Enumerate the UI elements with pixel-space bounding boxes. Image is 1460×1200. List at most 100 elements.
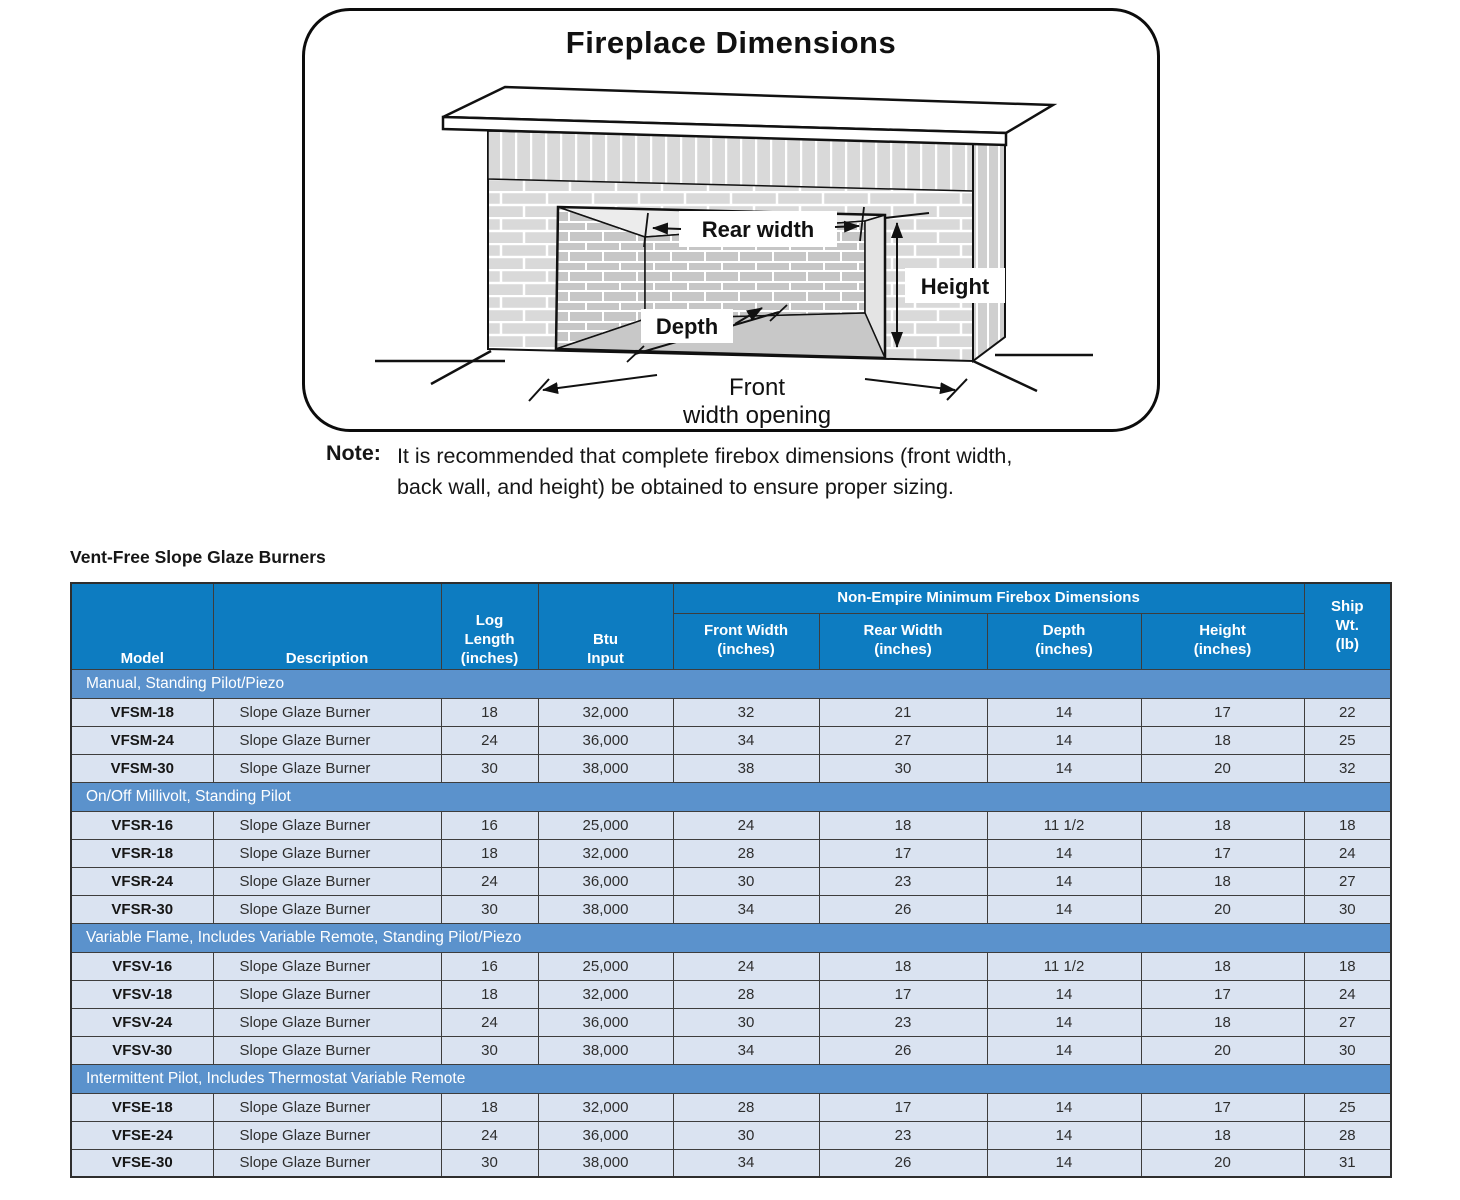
table-row: VFSE-24 Slope Glaze Burner 24 36,000 30 23 14 1… bbox=[70, 1120, 1392, 1150]
cell-description: Slope Glaze Burner bbox=[212, 838, 442, 868]
cell-rear-width: 23 bbox=[818, 866, 988, 896]
cell-log-length: 24 bbox=[440, 1007, 539, 1037]
cell-ship-wt: 24 bbox=[1303, 838, 1392, 868]
table-row: VFSV-30 Slope Glaze Burner 30 38,000 34 26 14 2… bbox=[70, 1035, 1392, 1065]
table-row: VFSR-30 Slope Glaze Burner 30 38,000 34 26 14 2… bbox=[70, 894, 1392, 924]
section-label: Variable Flame, Includes Variable Remote… bbox=[70, 922, 1392, 953]
front-width-tick-right bbox=[946, 378, 968, 401]
cell-height: 20 bbox=[1140, 894, 1305, 924]
cell-model: VFSV-16 bbox=[70, 951, 214, 981]
cell-depth: 14 bbox=[986, 753, 1142, 783]
hearth-edge-lines bbox=[430, 349, 1038, 393]
cell-rear-width: 21 bbox=[818, 697, 988, 727]
cell-depth: 14 bbox=[986, 1092, 1142, 1122]
cell-ship-wt: 18 bbox=[1303, 951, 1392, 981]
cell-btu-input: 32,000 bbox=[537, 838, 674, 868]
cell-rear-width: 26 bbox=[818, 1035, 988, 1065]
cell-description: Slope Glaze Burner bbox=[212, 1148, 442, 1178]
section-row: Intermittent Pilot, Includes Thermostat … bbox=[70, 1063, 1392, 1094]
note-label: Note: bbox=[326, 441, 381, 465]
cell-depth: 11 1/2 bbox=[986, 951, 1142, 981]
cell-model: VFSE-18 bbox=[70, 1092, 214, 1122]
cell-model: VFSE-30 bbox=[70, 1148, 214, 1178]
cell-rear-width: 23 bbox=[818, 1007, 988, 1037]
cell-front-width: 34 bbox=[672, 894, 820, 924]
cell-depth: 14 bbox=[986, 1035, 1142, 1065]
cell-log-length: 30 bbox=[440, 1148, 539, 1178]
cell-height: 18 bbox=[1140, 1007, 1305, 1037]
section-label: On/Off Millivolt, Standing Pilot bbox=[70, 781, 1392, 812]
cell-ship-wt: 22 bbox=[1303, 697, 1392, 727]
col-header-height: Height (inches) bbox=[1140, 612, 1305, 670]
cell-rear-width: 27 bbox=[818, 725, 988, 755]
section-label: Intermittent Pilot, Includes Thermostat … bbox=[70, 1063, 1392, 1094]
rear-width-arrow-left bbox=[652, 222, 682, 235]
cell-btu-input: 38,000 bbox=[537, 1148, 674, 1178]
cell-ship-wt: 30 bbox=[1303, 1035, 1392, 1065]
cell-ship-wt: 25 bbox=[1303, 725, 1392, 755]
col-header-ship-wt: Ship Wt. (lb) bbox=[1303, 582, 1392, 670]
col-group-header-firebox-dimensions: Non-Empire Minimum Firebox Dimensions bbox=[672, 582, 1305, 614]
cell-rear-width: 26 bbox=[818, 894, 988, 924]
table-title: Vent-Free Slope Glaze Burners bbox=[70, 547, 326, 567]
cell-description: Slope Glaze Burner bbox=[212, 866, 442, 896]
cell-log-length: 24 bbox=[440, 1120, 539, 1150]
cell-front-width: 24 bbox=[672, 810, 820, 840]
depth-arrow bbox=[734, 307, 763, 325]
cell-ship-wt: 27 bbox=[1303, 1007, 1392, 1037]
mantel-front-edge bbox=[441, 115, 1008, 147]
cell-description: Slope Glaze Burner bbox=[212, 810, 442, 840]
cell-height: 18 bbox=[1140, 725, 1305, 755]
front-width-label-line2: width opening bbox=[682, 402, 831, 429]
cell-ship-wt: 32 bbox=[1303, 753, 1392, 783]
cell-log-length: 16 bbox=[440, 810, 539, 840]
cell-btu-input: 36,000 bbox=[537, 1007, 674, 1037]
ground-line bbox=[375, 353, 1093, 363]
cell-log-length: 18 bbox=[440, 838, 539, 868]
cell-log-length: 16 bbox=[440, 951, 539, 981]
table-row: VFSV-24 Slope Glaze Burner 24 36,000 30 23 14 1… bbox=[70, 1007, 1392, 1037]
cell-depth: 14 bbox=[986, 1120, 1142, 1150]
cell-height: 17 bbox=[1140, 697, 1305, 727]
depth-label: Depth bbox=[656, 314, 718, 339]
cell-btu-input: 36,000 bbox=[537, 1120, 674, 1150]
rear-width-arrow-right bbox=[834, 220, 860, 233]
cell-model: VFSR-18 bbox=[70, 838, 214, 868]
rear-width-label-bg bbox=[679, 211, 837, 247]
cell-depth: 14 bbox=[986, 1007, 1142, 1037]
cell-front-width: 32 bbox=[672, 697, 820, 727]
cell-log-length: 24 bbox=[440, 725, 539, 755]
cell-btu-input: 32,000 bbox=[537, 979, 674, 1009]
cell-ship-wt: 31 bbox=[1303, 1148, 1392, 1178]
height-label: Height bbox=[921, 274, 990, 299]
cell-model: VFSR-16 bbox=[70, 810, 214, 840]
cell-front-width: 30 bbox=[672, 866, 820, 896]
section-label: Manual, Standing Pilot/Piezo bbox=[70, 668, 1392, 699]
cell-depth: 14 bbox=[986, 725, 1142, 755]
cell-description: Slope Glaze Burner bbox=[212, 1007, 442, 1037]
fireplace-right-side bbox=[972, 123, 1006, 363]
cell-description: Slope Glaze Burner bbox=[212, 1035, 442, 1065]
col-header-btu-input: Btu Input bbox=[537, 582, 674, 670]
cell-log-length: 30 bbox=[440, 894, 539, 924]
cell-ship-wt: 28 bbox=[1303, 1120, 1392, 1150]
cell-front-width: 38 bbox=[672, 753, 820, 783]
cell-depth: 14 bbox=[986, 894, 1142, 924]
col-header-model: Model bbox=[70, 582, 214, 670]
cell-description: Slope Glaze Burner bbox=[212, 725, 442, 755]
cell-rear-width: 30 bbox=[818, 753, 988, 783]
front-width-tick-left bbox=[528, 378, 550, 402]
depth-label-bg bbox=[641, 309, 733, 343]
cell-front-width: 28 bbox=[672, 838, 820, 868]
cell-front-width: 34 bbox=[672, 1035, 820, 1065]
cell-depth: 14 bbox=[986, 866, 1142, 896]
cell-height: 20 bbox=[1140, 1035, 1305, 1065]
cell-log-length: 30 bbox=[440, 1035, 539, 1065]
cell-btu-input: 25,000 bbox=[537, 951, 674, 981]
cell-log-length: 24 bbox=[440, 866, 539, 896]
cell-model: VFSM-24 bbox=[70, 725, 214, 755]
cell-rear-width: 17 bbox=[818, 838, 988, 868]
note-text-line2: back wall, and height) be obtained to en… bbox=[396, 475, 954, 500]
cell-btu-input: 38,000 bbox=[537, 1035, 674, 1065]
front-width-arrow-right bbox=[864, 378, 956, 395]
